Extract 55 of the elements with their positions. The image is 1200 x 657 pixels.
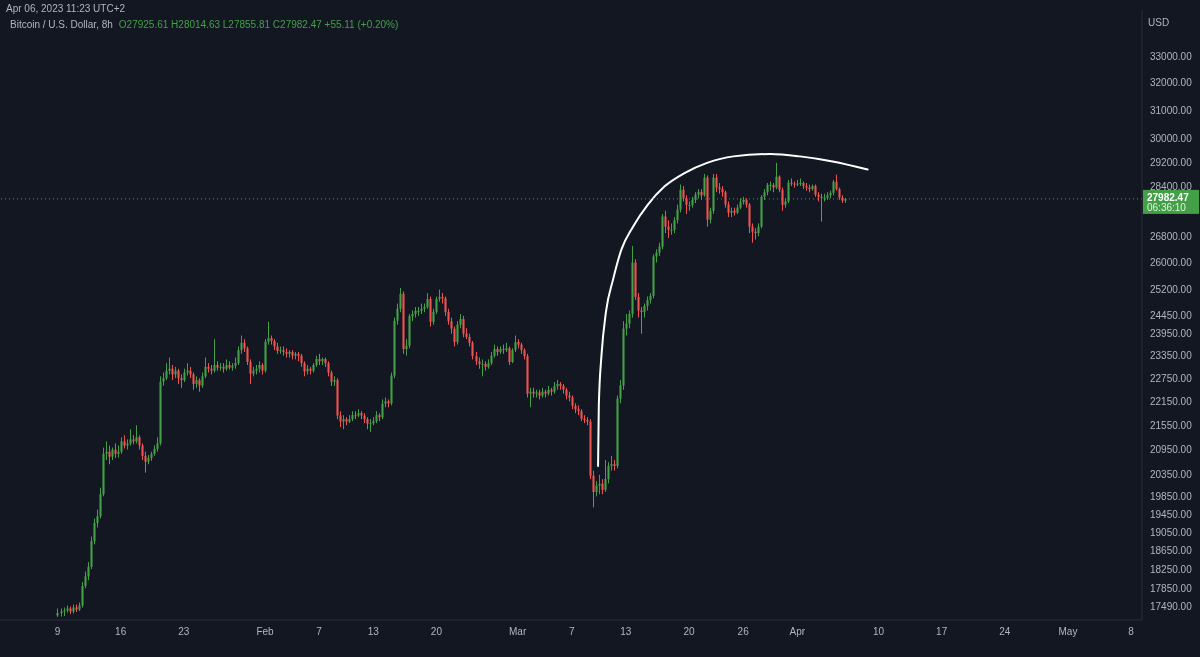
candlestick — [754, 227, 757, 241]
x-tick-label: Feb — [256, 626, 275, 638]
y-tick-label: 19450.00 — [1150, 508, 1193, 520]
ref-line-label: 27982.47 — [1147, 191, 1190, 203]
candlestick — [664, 210, 667, 234]
candlestick — [703, 173, 706, 198]
x-tick-label: 16 — [115, 626, 127, 638]
y-tick-label: 25200.00 — [1150, 284, 1193, 296]
x-tick-label: 20 — [430, 626, 443, 638]
text: 06:36:10 — [1147, 201, 1187, 213]
y-tick-label: 18250.00 — [1150, 563, 1193, 575]
y-tick-label: 23350.00 — [1150, 350, 1193, 362]
x-tick-label: 9 — [54, 626, 61, 638]
x-tick-label: 23 — [178, 626, 190, 638]
y-tick-label: 22750.00 — [1150, 372, 1193, 384]
line-series — [597, 153, 869, 467]
y-tick-label: 33000.00 — [1150, 50, 1193, 62]
y-tick-label: 26000.00 — [1150, 257, 1193, 269]
y-tick-label: 26800.00 — [1150, 230, 1193, 242]
x-tick-label: 13 — [367, 626, 380, 638]
x-tick-label: 17 — [936, 626, 948, 638]
y-tick-label: 22150.00 — [1150, 395, 1193, 407]
y-tick-label: 18650.00 — [1150, 544, 1193, 556]
x-tick-label: 24 — [999, 626, 1011, 638]
x-tick-label: May — [1058, 626, 1078, 638]
y-tick-label: 20350.00 — [1150, 469, 1193, 481]
annotation: Apr 06, 2023 11:23 UTC+2 — [6, 3, 126, 14]
x-tick-label: 7 — [316, 626, 323, 638]
annotation: O27925.61 H28014.63 L27855.81 C27982.47 +55.11 (+0.20%) — [118, 19, 399, 30]
x-tick-label: Apr — [789, 626, 806, 638]
y-tick-label: 19850.00 — [1150, 490, 1193, 502]
y-tick-label: 29200.00 — [1150, 156, 1193, 168]
y-tick-label: 17850.00 — [1150, 582, 1193, 594]
x-tick-label: Mar — [509, 626, 527, 638]
y-axis-title: USD — [1148, 17, 1170, 28]
y-tick-label: 20950.00 — [1150, 444, 1193, 456]
x-tick-label: 7 — [568, 626, 575, 638]
x-tick-label: 10 — [872, 626, 885, 638]
y-tick-label: 19050.00 — [1150, 526, 1193, 538]
y-tick-label: 24450.00 — [1150, 310, 1193, 322]
candlestick — [180, 373, 183, 389]
y-tick-label: 21550.00 — [1150, 419, 1193, 431]
y-tick-label: 31000.00 — [1150, 104, 1193, 116]
y-tick-label: 32000.00 — [1150, 77, 1193, 89]
y-tick-label: 28400.00 — [1150, 180, 1193, 192]
y-tick-label: 30000.00 — [1150, 133, 1193, 145]
candlestick — [715, 173, 718, 193]
x-tick-label: 13 — [620, 626, 632, 638]
y-tick-label: 17490.00 — [1150, 600, 1193, 612]
x-tick-label: 8 — [1128, 626, 1135, 638]
y-tick-label: 23950.00 — [1150, 328, 1193, 340]
x-tick-label: 26 — [737, 626, 750, 638]
x-tick-label: 20 — [683, 626, 696, 638]
text: Bitcoin / U.S. Dollar, 8h — [10, 19, 113, 30]
candlestick — [775, 162, 778, 190]
